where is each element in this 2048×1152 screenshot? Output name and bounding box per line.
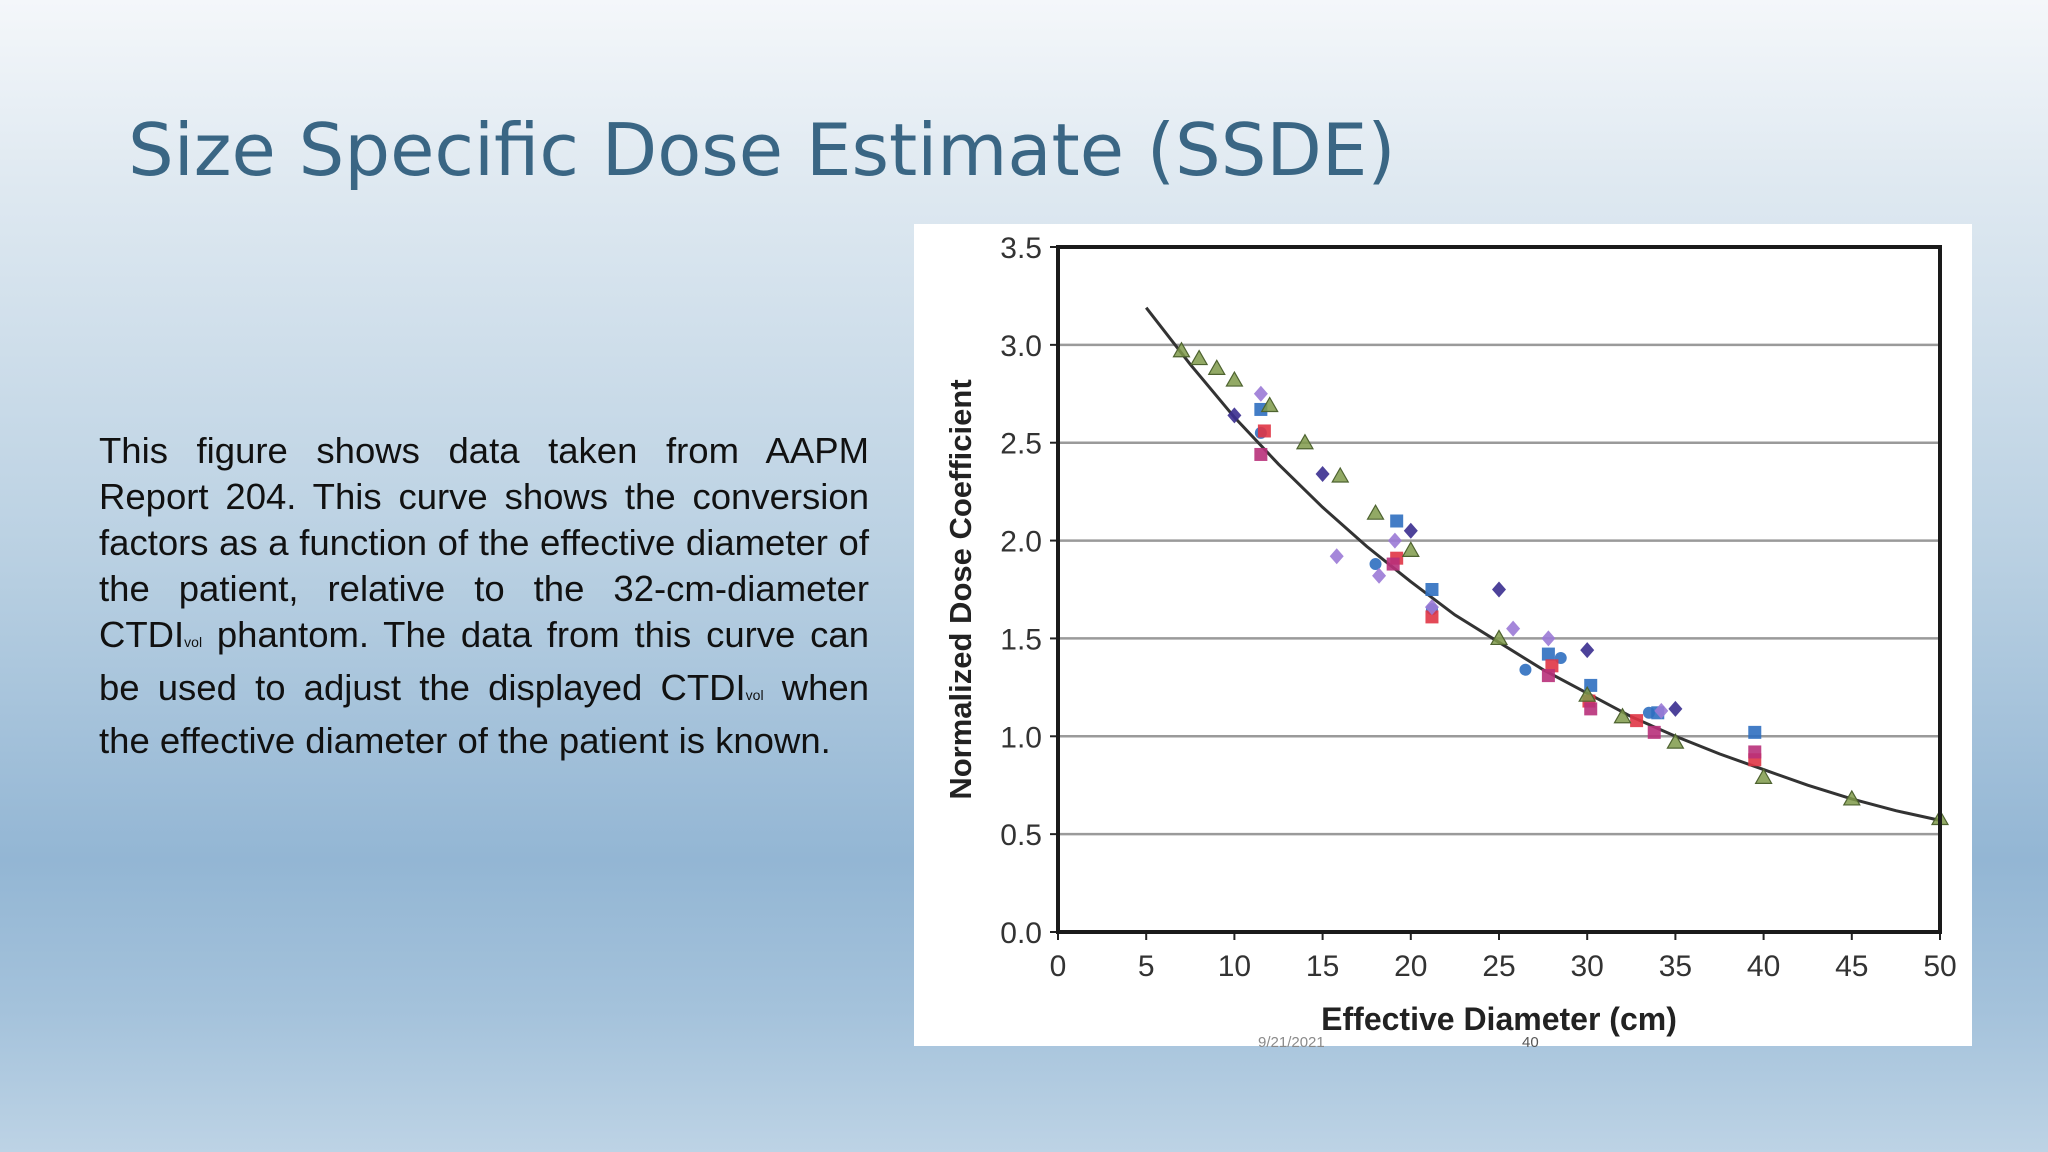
data-point-diamond-violet [1424,599,1439,616]
y-tick-label: 2.5 [1000,428,1042,461]
data-point-square-blue [1390,514,1404,528]
y-tick-label: 3.0 [1000,330,1042,363]
data-point-circle-blue [1369,558,1382,571]
x-axis-title: Effective Diameter (cm) [1321,1001,1677,1037]
x-tick-label: 35 [1659,950,1692,983]
data-point-diamond-violet [1253,385,1268,402]
data-point-square-magenta [1584,702,1598,716]
data-point-diamond-navy [1580,642,1595,659]
data-point-diamond-violet [1387,532,1402,549]
data-point-square-red [1630,714,1644,728]
x-tick-label: 5 [1138,950,1155,983]
y-tick-label: 0.5 [1000,819,1042,852]
description-part-3: when the effective diameter of the patie… [99,667,869,761]
data-point-diamond-violet [1372,567,1387,584]
footer-page-number: 40 [1522,1034,1539,1051]
y-tick-label: 2.0 [1000,526,1042,559]
data-point-square-magenta [1647,725,1661,739]
y-tick-label: 1.0 [1000,721,1042,754]
data-point-diamond-navy [1403,522,1418,539]
data-point-diamond-violet [1654,702,1669,719]
data-point-triangle-olive [1842,789,1861,806]
data-point-square-blue [1541,647,1555,661]
x-tick-label: 10 [1218,950,1251,983]
y-axis-title: Normalized Dose Coefficient [943,379,978,799]
y-tick-label: 0.0 [1000,917,1042,950]
data-point-square-red [1545,659,1559,673]
subscript-vol-1: vol [184,634,203,650]
subscript-vol-2: vol [745,687,764,703]
data-point-triangle-olive [1613,707,1632,724]
data-point-triangle-olive [1666,732,1685,749]
footer-date: 9/21/2021 [1258,1034,1325,1051]
data-point-triangle-olive [1578,685,1597,702]
dose-coefficient-chart: 0.0 0.5 1.0 1.5 2.0 2.5 3.0 3.5 0 5 10 15 20 25 30 35 40… [914,224,1972,1046]
chart-svg: 0.0 0.5 1.0 1.5 2.0 2.5 3.0 3.5 0 5 10 15 20 25 30 35 40… [943,232,1957,1037]
data-point-triangle-olive [1754,768,1773,784]
data-point-triangle-olive [1260,396,1279,413]
data-point-diamond-navy [1315,466,1330,483]
x-tick-label: 30 [1571,950,1604,983]
axis-layer: 0.0 0.5 1.0 1.5 2.0 2.5 3.0 3.5 0 5 10 15 20 25 30 35 40… [1000,232,1956,983]
slide-title: Size Specific Dose Estimate (SSDE) [128,108,1396,192]
data-point-square-magenta [1748,745,1762,759]
data-point-triangle-olive [1207,359,1226,375]
data-point-diamond-navy [1227,407,1242,424]
description-part-1: This figure shows data taken from AAPM R… [99,430,869,655]
y-tick-label: 1.5 [1000,623,1042,656]
description-text: This figure shows data taken from AAPM R… [99,428,869,764]
points-layer [1172,341,1950,826]
data-point-triangle-olive [1489,629,1509,646]
x-tick-label: 15 [1306,950,1339,983]
description-part-2: phantom. The data from this curve can be… [99,614,869,708]
data-point-triangle-olive [1401,541,1420,557]
data-point-square-magenta [1254,447,1268,461]
data-point-square-red [1425,610,1439,624]
data-point-square-magenta [1541,669,1555,683]
x-tick-label: 40 [1747,950,1780,983]
data-point-triangle-olive [1331,466,1350,483]
fit-curve [1145,306,1941,822]
data-point-triangle-olive [1190,349,1209,366]
data-point-square-blue [1425,583,1439,596]
data-point-diamond-violet [1506,620,1521,637]
plot-frame [1056,245,1942,934]
data-point-diamond-navy [1668,700,1683,717]
curve-layer [1145,306,1941,822]
data-point-square-blue [1748,725,1762,739]
data-point-triangle-olive [1172,341,1191,358]
x-tick-label: 50 [1923,950,1956,983]
data-point-circle-blue [1519,663,1532,676]
y-tick-label: 3.5 [1000,232,1042,265]
x-tick-label: 45 [1835,950,1868,983]
data-point-diamond-violet [1541,630,1556,647]
data-point-square-magenta [1386,557,1400,571]
data-point-square-red [1257,424,1271,438]
x-tick-label: 20 [1394,950,1427,983]
data-point-triangle-olive [1295,433,1314,450]
data-point-triangle-olive [1225,370,1244,387]
data-point-triangle-olive [1366,503,1385,520]
data-point-diamond-navy [1492,581,1506,598]
x-tick-label: 25 [1482,950,1515,983]
x-tick-label: 0 [1050,950,1067,983]
data-point-diamond-violet [1329,548,1344,565]
